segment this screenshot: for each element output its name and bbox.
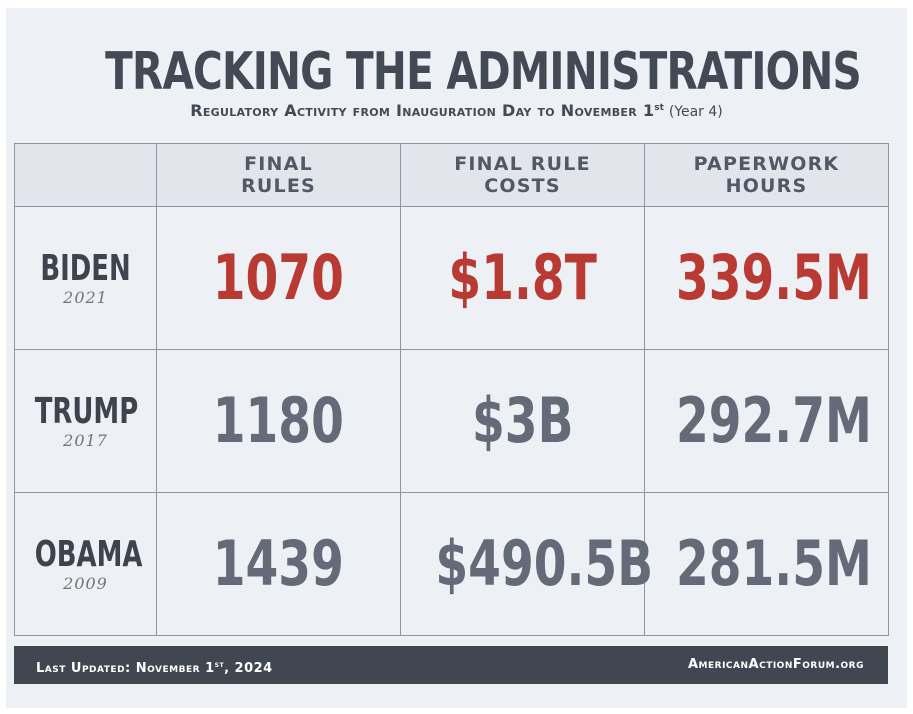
last-updated-sup: st [214,660,225,669]
value-cell: 1180 [156,349,401,493]
table-row-trump: TRUMP 2017 1180 $3B 292.7M [14,349,889,493]
value-cell: 1070 [156,206,401,350]
subtitle: Regulatory Activity from Inauguration Da… [6,98,907,122]
column-header-final-rule-costs: FINAL RULE COSTS [400,143,645,207]
final-rules-value: 1180 [212,384,345,457]
last-updated: Last Updated: November 1st, 2024 [36,646,273,688]
header-label: PAPERWORK HOURS [693,153,840,197]
column-header-final-rules: FINAL RULES [156,143,401,207]
subtitle-paren: (Year 4) [668,104,723,120]
last-updated-main: Last Updated: November 1 [36,661,215,676]
row-label-cell: TRUMP 2017 [14,349,157,493]
admin-name: TRUMP [34,391,139,432]
column-header-paperwork-hours: PAPERWORK HOURS [644,143,889,207]
final-rules-value: 1070 [212,241,345,314]
admin-name: OBAMA [34,534,143,575]
header-label: FINAL RULE COSTS [454,153,591,197]
value-cell: 281.5M [644,492,889,636]
admin-year: 2021 [63,288,108,307]
admin-year: 2017 [63,431,108,450]
table-row-biden: BIDEN 2021 1070 $1.8T 339.5M [14,206,889,350]
admin-year: 2009 [63,574,108,593]
value-cell: 339.5M [644,206,889,350]
subtitle-main: Regulatory Activity from Inauguration Da… [190,101,655,120]
value-cell: 292.7M [644,349,889,493]
paperwork-hours-value: 339.5M [675,241,872,314]
value-cell: 1439 [156,492,401,636]
footer-bar: Last Updated: November 1st, 2024 America… [14,646,888,684]
value-cell: $1.8T [400,206,645,350]
header-label: FINAL RULES [241,153,316,197]
comparison-table: FINAL RULES FINAL RULE COSTS PAPERWORK H… [14,143,889,636]
admin-name: BIDEN [40,248,131,289]
last-updated-tail: , 2024 [224,661,273,676]
value-cell: $490.5B [400,492,653,636]
table-row-obama: OBAMA 2009 1439 $490.5B 281.5M [14,492,889,636]
final-rule-costs-value: $490.5B [435,527,654,600]
corner-cell [14,143,157,207]
final-rule-costs-value: $3B [471,384,574,457]
value-cell: $3B [400,349,645,493]
row-label-cell: OBAMA 2009 [14,492,157,636]
final-rule-costs-value: $1.8T [448,241,597,314]
paperwork-hours-value: 281.5M [675,527,872,600]
source-site: AmericanActionForum.org [687,657,864,672]
header-row: FINAL RULES FINAL RULE COSTS PAPERWORK H… [14,143,889,207]
row-label-cell: BIDEN 2021 [14,206,157,350]
subtitle-sup: st [654,103,664,113]
final-rules-value: 1439 [212,527,345,600]
page-title: TRACKING THE ADMINISTRATIONS [105,42,862,102]
paperwork-hours-value: 292.7M [675,384,872,457]
